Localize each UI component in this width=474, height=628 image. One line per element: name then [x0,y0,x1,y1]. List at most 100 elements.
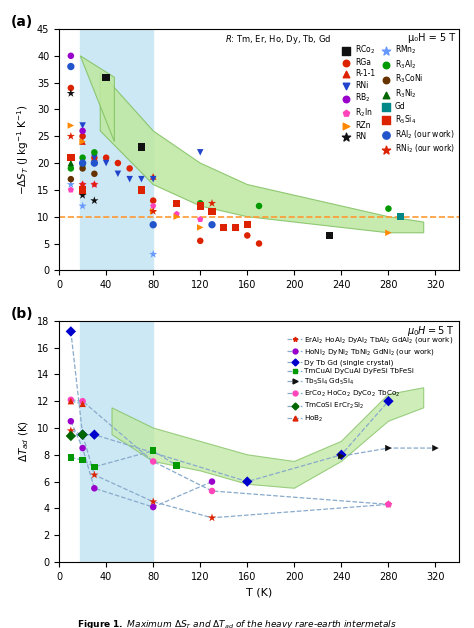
Point [149,171,157,181]
Point [79,180,86,190]
Point [67,327,74,337]
Point [67,416,74,426]
Bar [80,321,153,562]
Point [396,212,404,222]
Point [196,148,204,158]
Point [196,201,204,211]
Point [337,450,345,460]
Point [67,131,74,141]
Point [396,212,404,222]
Legend: ErAl$_2$ HoAl$_2$ DyAl$_2$ TbAl$_2$ GdAl$_2$ (our work), HoNi$_2$ DyNi$_2$ TbNi$: ErAl$_2$ HoAl$_2$ DyAl$_2$ TbAl$_2$ GdAl… [284,332,456,426]
Point [255,239,263,249]
Point [79,185,86,195]
Point [79,443,86,453]
Point [196,214,204,224]
Point [91,484,98,494]
Y-axis label: $ΔT_{ad}$ (K): $ΔT_{ad}$ (K) [18,420,31,462]
Point [67,51,74,61]
Point [67,395,74,405]
Point [79,396,86,406]
Point [244,220,251,230]
Point [149,174,157,184]
Point [79,158,86,168]
Point [149,220,157,230]
Point [67,89,74,99]
Point [67,121,74,131]
Point [67,174,74,184]
Text: $R$: Tm, Er, Ho, Dy, Tb, Gd: $R$: Tm, Er, Ho, Dy, Tb, Gd [225,33,331,46]
Point [91,470,98,480]
Point [79,180,86,190]
Point [91,180,98,190]
Point [173,460,181,470]
Text: (a): (a) [11,15,33,29]
Point [79,190,86,200]
Point [79,121,86,131]
Point [67,158,74,168]
Polygon shape [80,56,114,142]
Point [244,230,251,241]
Y-axis label: $-ΔS_T$ (J kg$^{-1}$ K$^{-1}$): $-ΔS_T$ (J kg$^{-1}$ K$^{-1}$) [16,104,31,195]
Text: (b): (b) [11,306,34,321]
X-axis label: T (K): T (K) [246,587,272,597]
Legend: RCo$_2$, RGa, R-1-1, RNi, RB$_2$, R$_2$In, RZn, RN, RMn$_2$, R$_3$Al$_2$, R$_3$C: RCo$_2$, RGa, R-1-1, RNi, RB$_2$, R$_2$I… [335,41,458,158]
Point [91,180,98,190]
Point [91,153,98,163]
Point [384,396,392,406]
Polygon shape [112,387,424,489]
Point [114,158,122,168]
Point [79,158,86,168]
Point [79,137,86,147]
Point [102,158,110,168]
Point [67,83,74,93]
Point [173,209,181,219]
Point [173,212,181,222]
Point [149,201,157,211]
Point [79,399,86,409]
Point [79,455,86,465]
Point [137,185,145,195]
Point [67,163,74,173]
Point [91,153,98,163]
Point [79,163,86,173]
Point [126,163,134,173]
Point [208,512,216,522]
Point [79,131,86,141]
Point [149,249,157,259]
Point [149,457,157,467]
Text: μ₀H = 5 T: μ₀H = 5 T [408,33,455,43]
Point [79,430,86,440]
Point [67,62,74,72]
Point [67,426,74,436]
Point [137,185,145,195]
Point [91,462,98,472]
Point [91,148,98,158]
Point [91,153,98,163]
Point [149,207,157,217]
Point [67,153,74,163]
Point [102,153,110,163]
Point [67,153,74,163]
Point [255,201,263,211]
Point [79,153,86,163]
Point [432,443,439,453]
Point [384,203,392,214]
Point [220,222,228,232]
Point [208,477,216,487]
Point [149,207,157,217]
Text: $\bf{Figure\ 1.}$ Maximum $\Delta S_T$ and $\Delta T_{ad}$ of the heavy rare-ear: $\bf{Figure\ 1.}$ Maximum $\Delta S_T$ a… [77,618,397,628]
Point [79,430,86,440]
Point [91,169,98,179]
Polygon shape [100,72,424,233]
Point [67,153,74,163]
Point [196,236,204,246]
Point [79,126,86,136]
Point [208,198,216,208]
Point [137,142,145,152]
Point [232,222,239,232]
Point [79,137,86,147]
Point [384,499,392,509]
Point [326,230,333,241]
Point [91,195,98,205]
Point [79,201,86,211]
